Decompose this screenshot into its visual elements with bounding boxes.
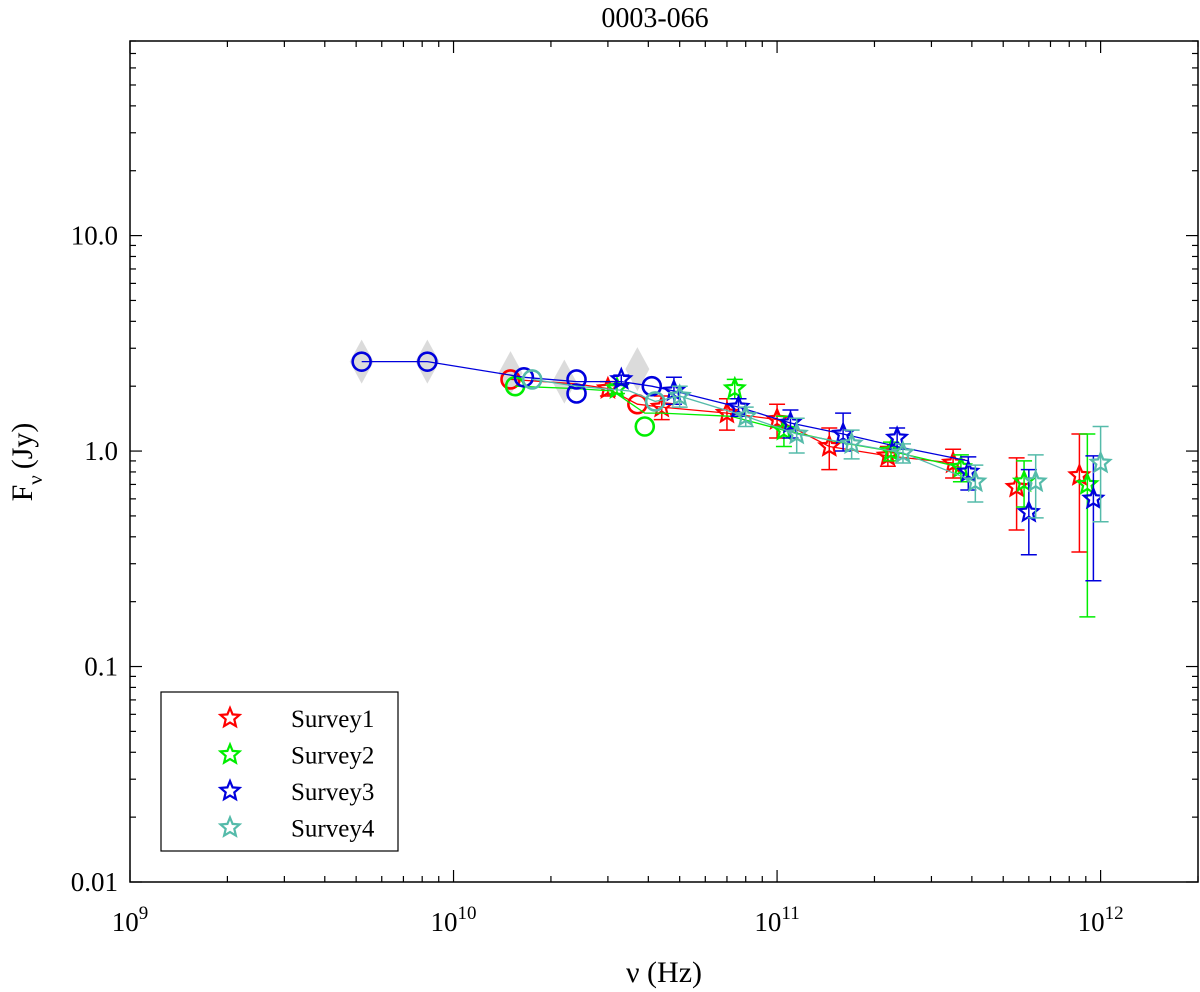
series-4-star-marker <box>784 421 809 445</box>
series-2-circle-marker <box>634 416 656 437</box>
series-2-star-marker <box>878 438 904 462</box>
legend-marker-1 <box>217 705 243 729</box>
legend-label-1: Survey1 <box>291 706 374 733</box>
y-axis-label: Fν (Jy) <box>6 423 47 502</box>
gray-marker <box>625 347 650 392</box>
x-tick-label: 1010 <box>431 903 477 937</box>
series-4-circle-marker <box>521 369 543 390</box>
svg-text:Fν(Jy): Fν (Jy) <box>6 423 47 502</box>
series-1-line <box>510 378 954 464</box>
legend-marker-2 <box>217 741 243 765</box>
series-2-star-marker <box>722 375 748 400</box>
series-4-circle-marker <box>644 391 666 412</box>
series-4-star-marker <box>1023 468 1048 493</box>
series-3-circle-marker <box>641 375 663 397</box>
series-3-circle-marker <box>566 369 587 390</box>
y-axis-label-main: F <box>6 485 39 502</box>
series-4-star-marker <box>733 403 758 427</box>
legend-label-4: Survey4 <box>291 816 375 843</box>
series-3-star-marker <box>609 366 634 390</box>
legend-box <box>160 691 399 852</box>
y-axis-label-sub: ν <box>23 475 47 485</box>
series-2-star-marker <box>1075 471 1100 495</box>
series-4-star-marker <box>839 431 864 455</box>
series-3-circle-marker <box>351 351 372 372</box>
x-tick-label: 1011 <box>754 903 799 937</box>
plot-marks <box>349 339 1113 618</box>
y-axis-label-unit: (Jy) <box>6 423 39 470</box>
series-3-star-marker <box>884 425 910 449</box>
chart-title: 0003-066 <box>601 3 708 34</box>
x-tick-label: 109 <box>112 903 149 937</box>
series-4-star-marker <box>1088 450 1113 474</box>
series-4-star-marker <box>667 383 692 407</box>
axes: 109 1010 1011 1012 0.01 0.1 1.0 10.0 <box>71 40 1199 937</box>
legend-label-3: Survey3 <box>291 779 374 806</box>
series-4-star-marker <box>890 440 916 464</box>
x-tick-label: 1012 <box>1078 903 1124 937</box>
series-3-circle-marker <box>513 366 535 388</box>
series-3-star-marker <box>778 410 803 434</box>
y-tick-label: 0.1 <box>84 652 118 682</box>
gray-marker <box>349 339 374 384</box>
y-tick-label: 1.0 <box>84 436 118 466</box>
gray-marker <box>552 359 577 404</box>
series-4-line <box>532 378 976 483</box>
series-3-circle-marker <box>417 351 438 372</box>
y-tick-label: 10.0 <box>71 221 118 251</box>
legend: Survey1 Survey2 Survey3 Survey4 <box>160 691 399 852</box>
legend-marker-4 <box>217 814 243 838</box>
legend-label-2: Survey2 <box>291 743 374 770</box>
series-3-circle-marker <box>566 383 587 404</box>
series-4-star-marker <box>963 468 988 493</box>
y-tick-label: 0.01 <box>71 867 118 897</box>
x-axis-label: ν (Hz) <box>626 956 702 989</box>
legend-marker-3 <box>217 778 243 802</box>
